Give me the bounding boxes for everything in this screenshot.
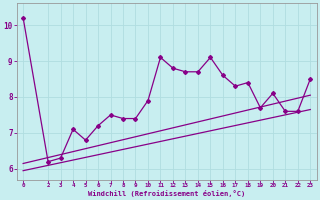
X-axis label: Windchill (Refroidissement éolien,°C): Windchill (Refroidissement éolien,°C)	[88, 190, 245, 197]
